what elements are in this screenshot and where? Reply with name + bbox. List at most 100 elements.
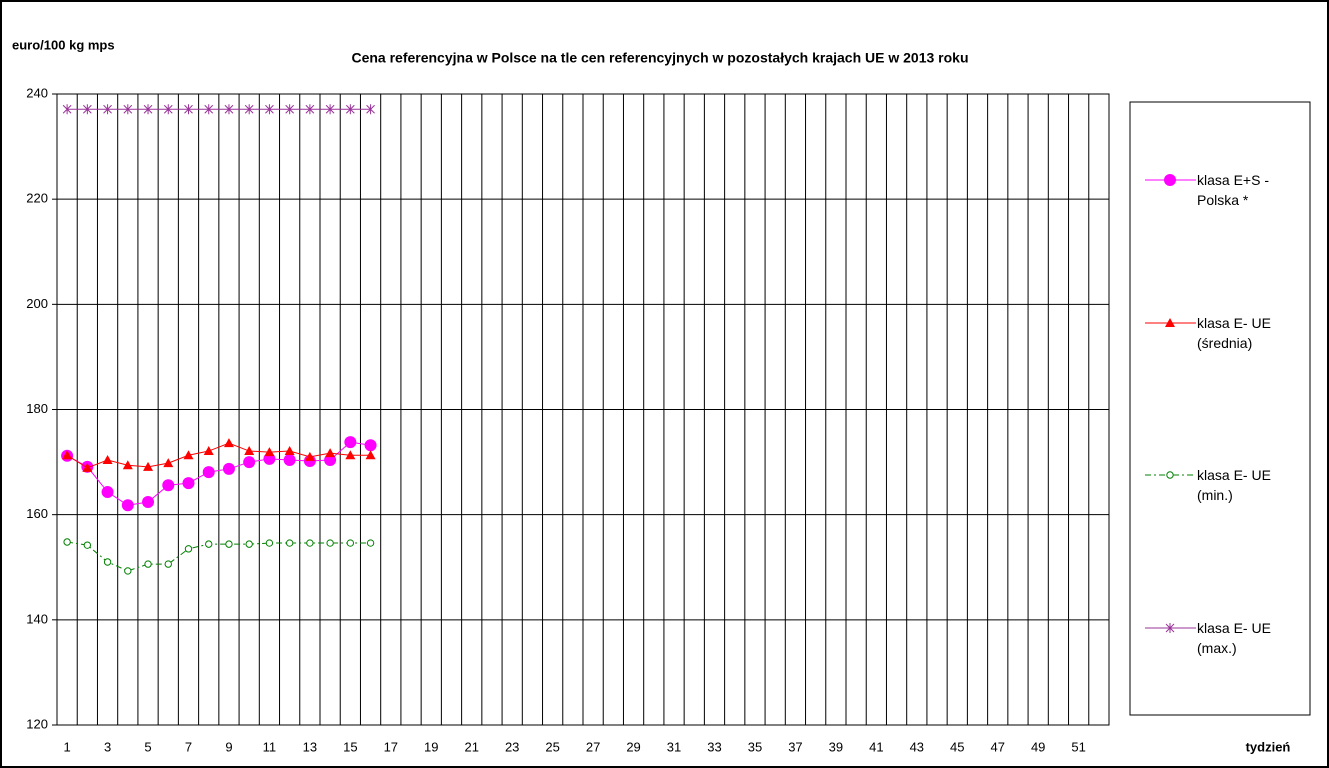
x-tick-label: 17 [384, 739, 398, 754]
marker [103, 558, 112, 566]
marker [143, 104, 153, 115]
y-tick-label: 160 [26, 506, 48, 521]
x-tick-label: 41 [869, 739, 883, 754]
x-tick-label: 27 [586, 739, 600, 754]
marker [142, 496, 155, 509]
x-tick-label: 13 [303, 739, 317, 754]
marker [144, 560, 152, 568]
chart-title: Cena referencyjna w Polsce na tle cen re… [351, 50, 968, 66]
y-axis-label: euro/100 kg mps [12, 37, 115, 52]
x-tick-label: 11 [263, 739, 277, 754]
x-tick-label: 51 [1071, 739, 1085, 754]
marker [265, 104, 274, 115]
marker [184, 545, 193, 553]
marker [101, 486, 114, 499]
x-tick-label: 9 [225, 739, 232, 754]
marker [284, 446, 295, 456]
marker [164, 560, 172, 568]
marker [103, 104, 112, 115]
marker [225, 540, 233, 548]
marker [364, 439, 377, 452]
marker [184, 104, 193, 115]
y-tick-label: 120 [26, 716, 48, 731]
y-tick-label: 220 [26, 191, 48, 206]
marker [143, 461, 154, 471]
marker [325, 104, 335, 115]
x-tick-label: 7 [185, 739, 192, 754]
legend-label: klasa E+S - Polska * [1197, 172, 1269, 208]
marker [182, 477, 195, 490]
marker [123, 104, 133, 115]
x-tick-label: 25 [545, 739, 559, 754]
x-tick-label: 47 [990, 739, 1004, 754]
marker [223, 438, 234, 448]
marker [183, 450, 194, 460]
series-line [66, 442, 371, 469]
y-tick-label: 200 [26, 296, 48, 311]
marker [162, 479, 175, 492]
marker [222, 462, 235, 475]
marker [306, 539, 314, 547]
x-tick-label: 23 [505, 739, 519, 754]
marker [244, 104, 254, 115]
marker [326, 539, 334, 547]
x-tick-label: 39 [829, 739, 843, 754]
legend-label-box: klasa E- UE (min.) [1197, 467, 1271, 503]
marker [345, 104, 355, 115]
marker [305, 104, 315, 115]
x-tick-label: 43 [910, 739, 924, 754]
legend-label: klasa E- UE (min.) [1197, 467, 1271, 503]
marker [224, 104, 234, 115]
marker [83, 541, 92, 549]
x-tick-label: 3 [104, 739, 111, 754]
x-tick-label: 49 [1031, 739, 1045, 754]
x-axis-label: tydzień [1246, 739, 1291, 754]
x-tick-label: 15 [343, 739, 357, 754]
legend-label-box: klasa E- UE (średnia) [1197, 315, 1271, 351]
x-tick-label: 37 [788, 739, 802, 754]
marker [285, 104, 295, 115]
marker [203, 446, 214, 456]
y-tick-label: 240 [26, 85, 48, 100]
legend [1129, 101, 1311, 716]
marker [265, 539, 274, 547]
marker [62, 450, 73, 460]
legend-label-box: klasa E- UE (max.) [1197, 620, 1271, 656]
marker [163, 458, 174, 468]
y-tick-label: 180 [26, 401, 48, 416]
marker [366, 104, 375, 115]
x-tick-label: 29 [626, 739, 640, 754]
x-tick-label: 21 [464, 739, 478, 754]
x-tick-label: 1 [63, 739, 70, 754]
legend-label-box: klasa E+S - Polska * [1197, 172, 1269, 208]
marker [245, 540, 253, 548]
marker [304, 451, 315, 461]
marker [124, 567, 132, 575]
marker [1166, 471, 1174, 479]
marker [344, 436, 357, 449]
marker [1165, 623, 1175, 633]
marker [1165, 318, 1175, 327]
marker [82, 104, 92, 115]
x-tick-label: 33 [707, 739, 721, 754]
marker [202, 466, 215, 479]
marker [345, 450, 356, 460]
marker [102, 454, 113, 464]
x-tick-label: 31 [667, 739, 681, 754]
x-tick-label: 35 [748, 739, 762, 754]
x-tick-label: 19 [424, 739, 438, 754]
marker [365, 450, 376, 460]
legend-label: klasa E- UE (max.) [1197, 620, 1271, 656]
marker [244, 446, 255, 456]
marker [62, 104, 72, 115]
marker [346, 539, 355, 547]
series-line [66, 441, 371, 506]
marker [204, 104, 214, 115]
marker [1164, 174, 1176, 186]
marker [122, 460, 133, 470]
y-tick-label: 140 [26, 611, 48, 626]
x-tick-label: 5 [144, 739, 151, 754]
marker [243, 456, 256, 469]
marker [82, 462, 93, 472]
